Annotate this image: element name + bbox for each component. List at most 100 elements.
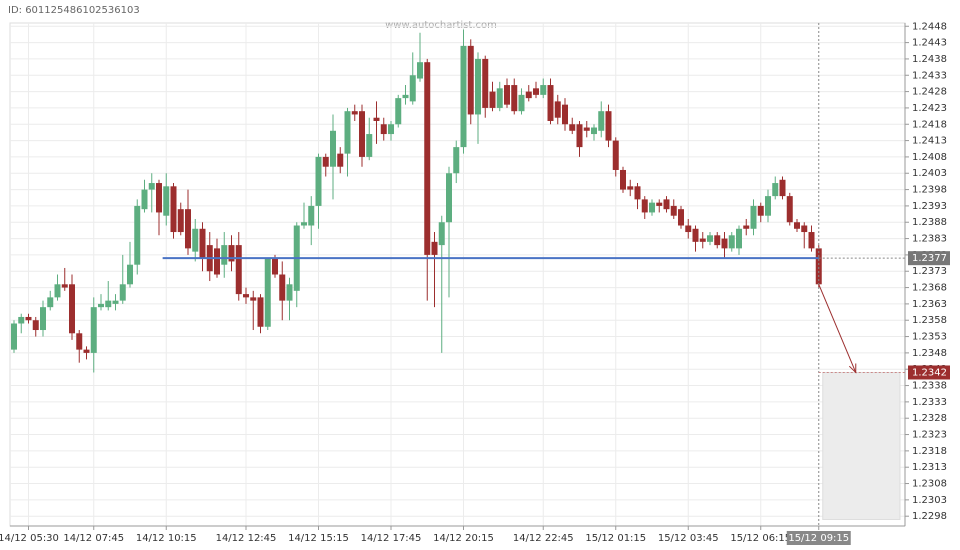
candle-body [148,183,155,190]
candle-body [177,209,184,233]
candle-body [119,284,126,301]
level-label: 1.2377 [912,253,947,264]
candle-body [446,173,452,223]
candle-body [279,274,286,301]
chart-id: ID: 601125486102536103 [8,5,140,16]
candle-body [569,124,576,131]
candle-body [25,316,32,321]
candle-body [243,294,249,298]
y-tick-label: 1.2323 [912,430,947,441]
candle-body [525,91,532,99]
candle-body [699,238,706,242]
y-tick-label: 1.2398 [912,185,947,196]
x-tick-label: 14/12 12:45 [216,533,277,544]
y-tick-label: 1.2403 [912,168,947,179]
y-tick-label: 1.2433 [912,70,947,81]
candle-body [786,196,793,223]
candle-body [670,205,677,216]
candle-body [315,156,322,206]
candle-body [728,235,735,249]
y-tick-label: 1.2308 [912,479,947,490]
candle-body [105,300,112,308]
candle-body [583,127,590,131]
candle-body [576,124,583,148]
candle-body [395,98,402,125]
candle-body [721,238,728,249]
y-tick-label: 1.2363 [912,299,947,310]
candle-body [264,258,271,327]
forecast-arrow [818,284,857,373]
y-tick-label: 1.2298 [912,511,947,522]
watermark: www.autochartist.com [385,20,497,31]
candle-body [221,245,228,265]
x-tick-label: 15/12 06:15 [730,533,791,544]
candle-body [554,101,561,118]
x-tick-label: 15/12 03:45 [658,533,719,544]
candle-body [322,156,329,167]
candle-body [90,307,97,353]
y-tick-label: 1.2393 [912,201,947,212]
candle-body [598,111,605,131]
x-tick-label: 14/12 22:45 [513,533,574,544]
candle-body [112,300,119,304]
x-tick-label: 14/12 10:15 [136,533,197,544]
candle-body [301,222,307,226]
candle-body [163,186,170,216]
y-tick-label: 1.2333 [912,397,947,408]
candle-body [707,235,713,242]
candle-body [772,183,779,197]
candle-body [18,316,25,324]
candle-body [765,196,771,216]
forecast-arrowhead [848,363,857,374]
candle-body [192,228,199,252]
candle-body [134,205,141,265]
candle-body [54,284,61,298]
candle-body [750,205,757,229]
candle-body [489,91,496,108]
candle-body [417,62,423,79]
candle-body [540,85,547,95]
y-tick-label: 1.2338 [912,381,947,392]
y-tick-label: 1.2313 [912,462,947,473]
candle-body [199,228,206,259]
y-tick-label: 1.2318 [912,446,947,457]
candle-body [40,307,46,331]
candle-body [627,186,634,190]
candle-body [308,205,315,226]
candle-body [518,94,525,112]
candle-body [511,85,518,112]
candle-body [736,228,742,249]
candle-body [794,222,800,229]
y-tick-label: 1.2408 [912,152,947,163]
candle-body [409,75,416,102]
target-zone [822,371,901,520]
candle-body [612,140,619,170]
candle-body [685,225,692,233]
candle-body [634,186,641,200]
x-tick-label: 15/12 01:15 [585,533,646,544]
candle-body [757,205,764,216]
x-tick-label: 14/12 07:45 [63,533,124,544]
y-tick-label: 1.2348 [912,348,947,359]
candle-body [438,222,445,246]
x-tick-label: 14/12 05:30 [0,533,59,544]
candle-body [779,179,786,197]
candle-body [656,202,663,206]
y-tick-label: 1.2358 [912,315,947,326]
y-tick-label: 1.2448 [912,21,947,32]
target-label-box [908,365,950,380]
candle-body [388,124,394,135]
y-tick-label: 1.2303 [912,495,947,506]
x-tick-label: 14/12 20:15 [433,533,494,544]
candle-body [605,111,612,141]
y-tick-label: 1.2423 [912,103,947,114]
current-time-box [786,531,851,545]
candle-body [156,183,162,213]
candle-body [692,228,699,242]
candle-body [373,117,380,121]
candle-body [11,323,17,350]
candle-body [547,85,554,121]
candle-body [453,147,460,174]
candle-body [743,225,750,229]
